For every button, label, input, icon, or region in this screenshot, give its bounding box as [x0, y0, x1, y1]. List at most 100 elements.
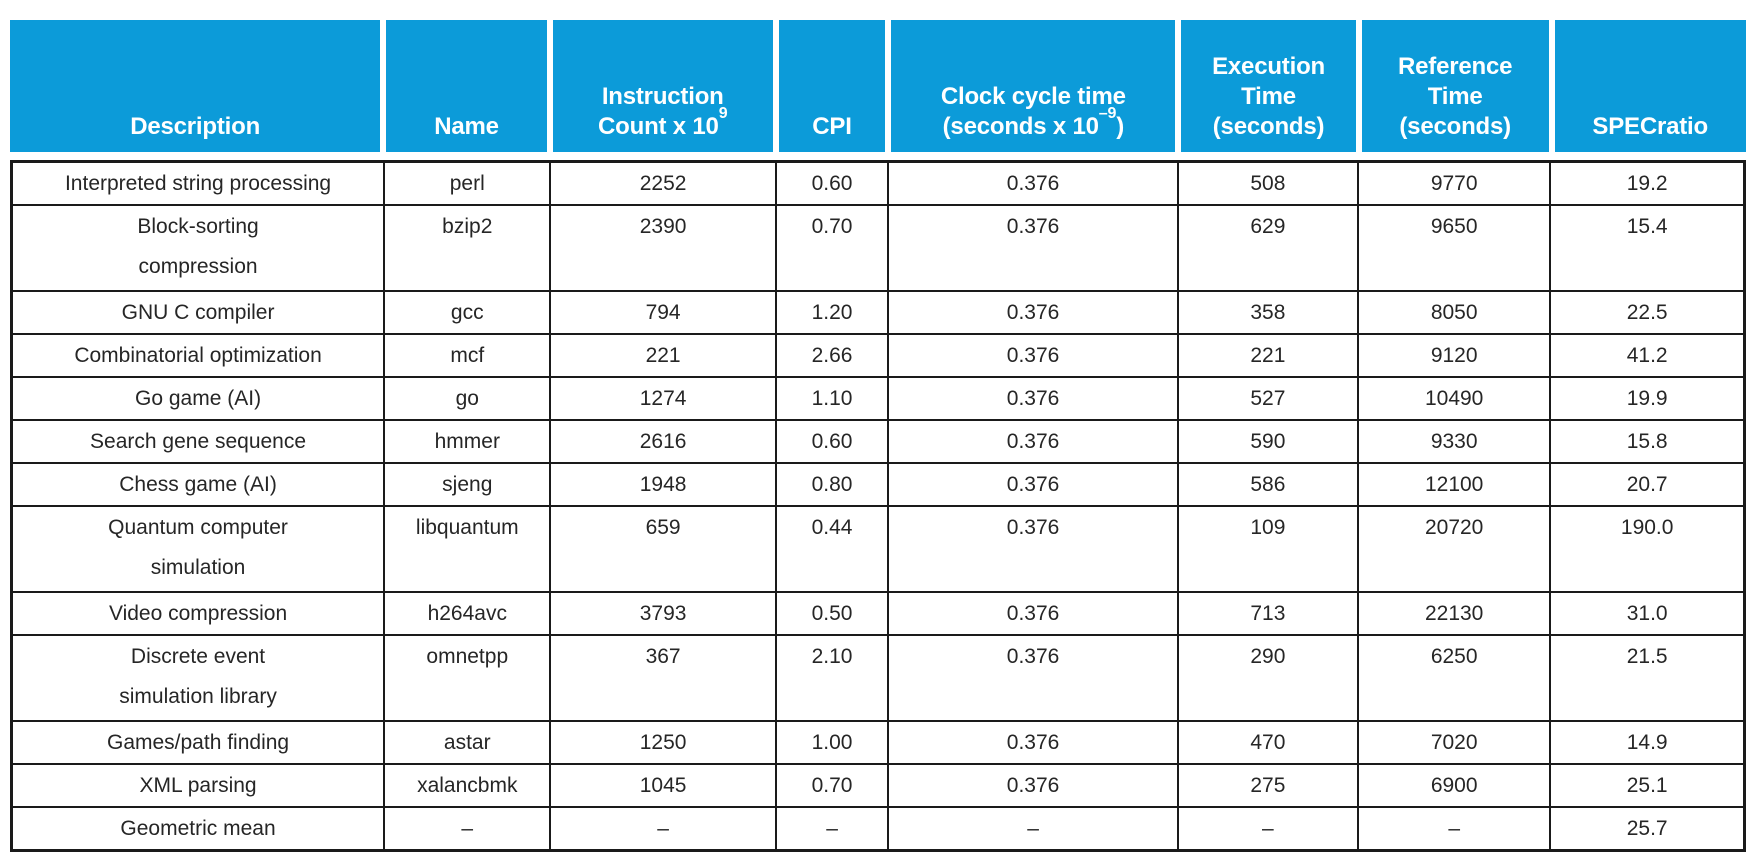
cell-reference-time: 6250 [1356, 634, 1552, 722]
column-header-instruction-count: Instruction Count x 109 [550, 20, 776, 152]
cell-execution-time: 508 [1176, 160, 1360, 206]
cell-instruction-count: 1948 [549, 462, 777, 507]
cell-reference-time: 12100 [1356, 462, 1552, 507]
cell-cpi: 0.60 [774, 160, 890, 206]
header-label: SPECratio [1592, 113, 1708, 140]
cell-reference-time: 20720 [1356, 505, 1552, 593]
header-label: CPI [812, 113, 852, 140]
table-row: Geometric mean – – – – – – 25.7 [10, 806, 1746, 852]
cell-name: gcc [383, 290, 552, 335]
cell-clock-cycle-time: 0.376 [887, 160, 1179, 206]
cell-specratio: 15.8 [1549, 419, 1746, 464]
table-row: Quantum computer simulation libquantum 6… [10, 505, 1746, 593]
cell-specratio: 190.0 [1549, 505, 1746, 593]
cell-specratio: 41.2 [1549, 333, 1746, 378]
cell-description: Geometric mean [10, 806, 386, 852]
cell-cpi: 2.66 [774, 333, 890, 378]
header-label: Description [130, 113, 261, 140]
table-row: Search gene sequence hmmer 2616 0.60 0.3… [10, 419, 1746, 464]
column-header-reference-time: Reference Time (seconds) [1359, 20, 1552, 152]
table-row: Interpreted string processing perl 2252 … [10, 160, 1746, 206]
cell-specratio: 25.7 [1549, 806, 1746, 852]
cell-instruction-count: 2616 [549, 419, 777, 464]
column-header-specratio: SPECratio [1552, 20, 1746, 152]
header-label-line1: Reference [1398, 53, 1513, 80]
cell-clock-cycle-time: 0.376 [887, 333, 1179, 378]
cell-description: Chess game (AI) [10, 462, 386, 507]
cell-instruction-count: 221 [549, 333, 777, 378]
cell-specratio: 19.9 [1549, 376, 1746, 421]
header-label-line2: Time [1427, 83, 1483, 110]
cell-description: Interpreted string processing [10, 160, 386, 206]
cell-description: Block-sorting compression [10, 204, 386, 292]
cell-instruction-count: 367 [549, 634, 777, 722]
cell-description: Combinatorial optimization [10, 333, 386, 378]
cell-clock-cycle-time: 0.376 [887, 204, 1179, 292]
cell-description: Quantum computer simulation [10, 505, 386, 593]
cell-name: bzip2 [383, 204, 552, 292]
cell-execution-time: 290 [1176, 634, 1360, 722]
cell-execution-time: 590 [1176, 419, 1360, 464]
cell-clock-cycle-time: – [887, 806, 1179, 852]
cell-description: GNU C compiler [10, 290, 386, 335]
cell-instruction-count: 2252 [549, 160, 777, 206]
table-row: Discrete event simulation library omnetp… [10, 634, 1746, 722]
cell-description: Games/path finding [10, 720, 386, 765]
cell-clock-cycle-time: 0.376 [887, 763, 1179, 808]
cell-specratio: 25.1 [1549, 763, 1746, 808]
cell-cpi: 0.70 [774, 204, 890, 292]
cell-name: – [383, 806, 552, 852]
cell-instruction-count: 3793 [549, 591, 777, 636]
superscript: –9 [1098, 105, 1117, 122]
header-label-line3: (seconds) [1212, 113, 1325, 140]
column-header-name: Name [383, 20, 550, 152]
cell-reference-time: 9650 [1356, 204, 1552, 292]
table-row: Go game (AI) go 1274 1.10 0.376 527 1049… [10, 376, 1746, 421]
cell-name: hmmer [383, 419, 552, 464]
cell-execution-time: 713 [1176, 591, 1360, 636]
cell-reference-time: 9330 [1356, 419, 1552, 464]
cell-cpi: 1.00 [774, 720, 890, 765]
cell-name: astar [383, 720, 552, 765]
cell-description: Search gene sequence [10, 419, 386, 464]
column-header-execution-time: Execution Time (seconds) [1178, 20, 1359, 152]
cell-cpi: 2.10 [774, 634, 890, 722]
cell-description: Video compression [10, 591, 386, 636]
table-row: Chess game (AI) sjeng 1948 0.80 0.376 58… [10, 462, 1746, 507]
cell-execution-time: 527 [1176, 376, 1360, 421]
cell-instruction-count: 1274 [549, 376, 777, 421]
cell-specratio: 21.5 [1549, 634, 1746, 722]
table-row: Block-sorting compression bzip2 2390 0.7… [10, 204, 1746, 292]
cell-cpi: 1.10 [774, 376, 890, 421]
cell-execution-time: 109 [1176, 505, 1360, 593]
header-label-line1: Clock cycle time [940, 83, 1126, 110]
cell-specratio: 20.7 [1549, 462, 1746, 507]
cell-reference-time: – [1356, 806, 1552, 852]
header-label-line1: Instruction [601, 83, 724, 110]
header-label-line2: (seconds x 10–9) [942, 105, 1125, 141]
cell-instruction-count: 1250 [549, 720, 777, 765]
cell-execution-time: 629 [1176, 204, 1360, 292]
cell-name: go [383, 376, 552, 421]
header-label-line3: (seconds) [1399, 113, 1511, 140]
cell-name: perl [383, 160, 552, 206]
column-header-clock-cycle-time: Clock cycle time (seconds x 10–9) [888, 20, 1178, 152]
cell-reference-time: 8050 [1356, 290, 1552, 335]
cell-name: h264avc [383, 591, 552, 636]
header-label-line1: Execution [1212, 53, 1325, 80]
cell-instruction-count: – [549, 806, 777, 852]
cell-name: sjeng [383, 462, 552, 507]
cell-clock-cycle-time: 0.376 [887, 290, 1179, 335]
cell-reference-time: 9120 [1356, 333, 1552, 378]
cell-description: XML parsing [10, 763, 386, 808]
cell-specratio: 22.5 [1549, 290, 1746, 335]
cell-cpi: 0.50 [774, 591, 890, 636]
cell-name: libquantum [383, 505, 552, 593]
table-row: Games/path finding astar 1250 1.00 0.376… [10, 720, 1746, 765]
cell-execution-time: 275 [1176, 763, 1360, 808]
cell-specratio: 31.0 [1549, 591, 1746, 636]
header-label: Name [434, 113, 499, 140]
cell-name: xalancbmk [383, 763, 552, 808]
table-row: GNU C compiler gcc 794 1.20 0.376 358 80… [10, 290, 1746, 335]
cell-reference-time: 22130 [1356, 591, 1552, 636]
